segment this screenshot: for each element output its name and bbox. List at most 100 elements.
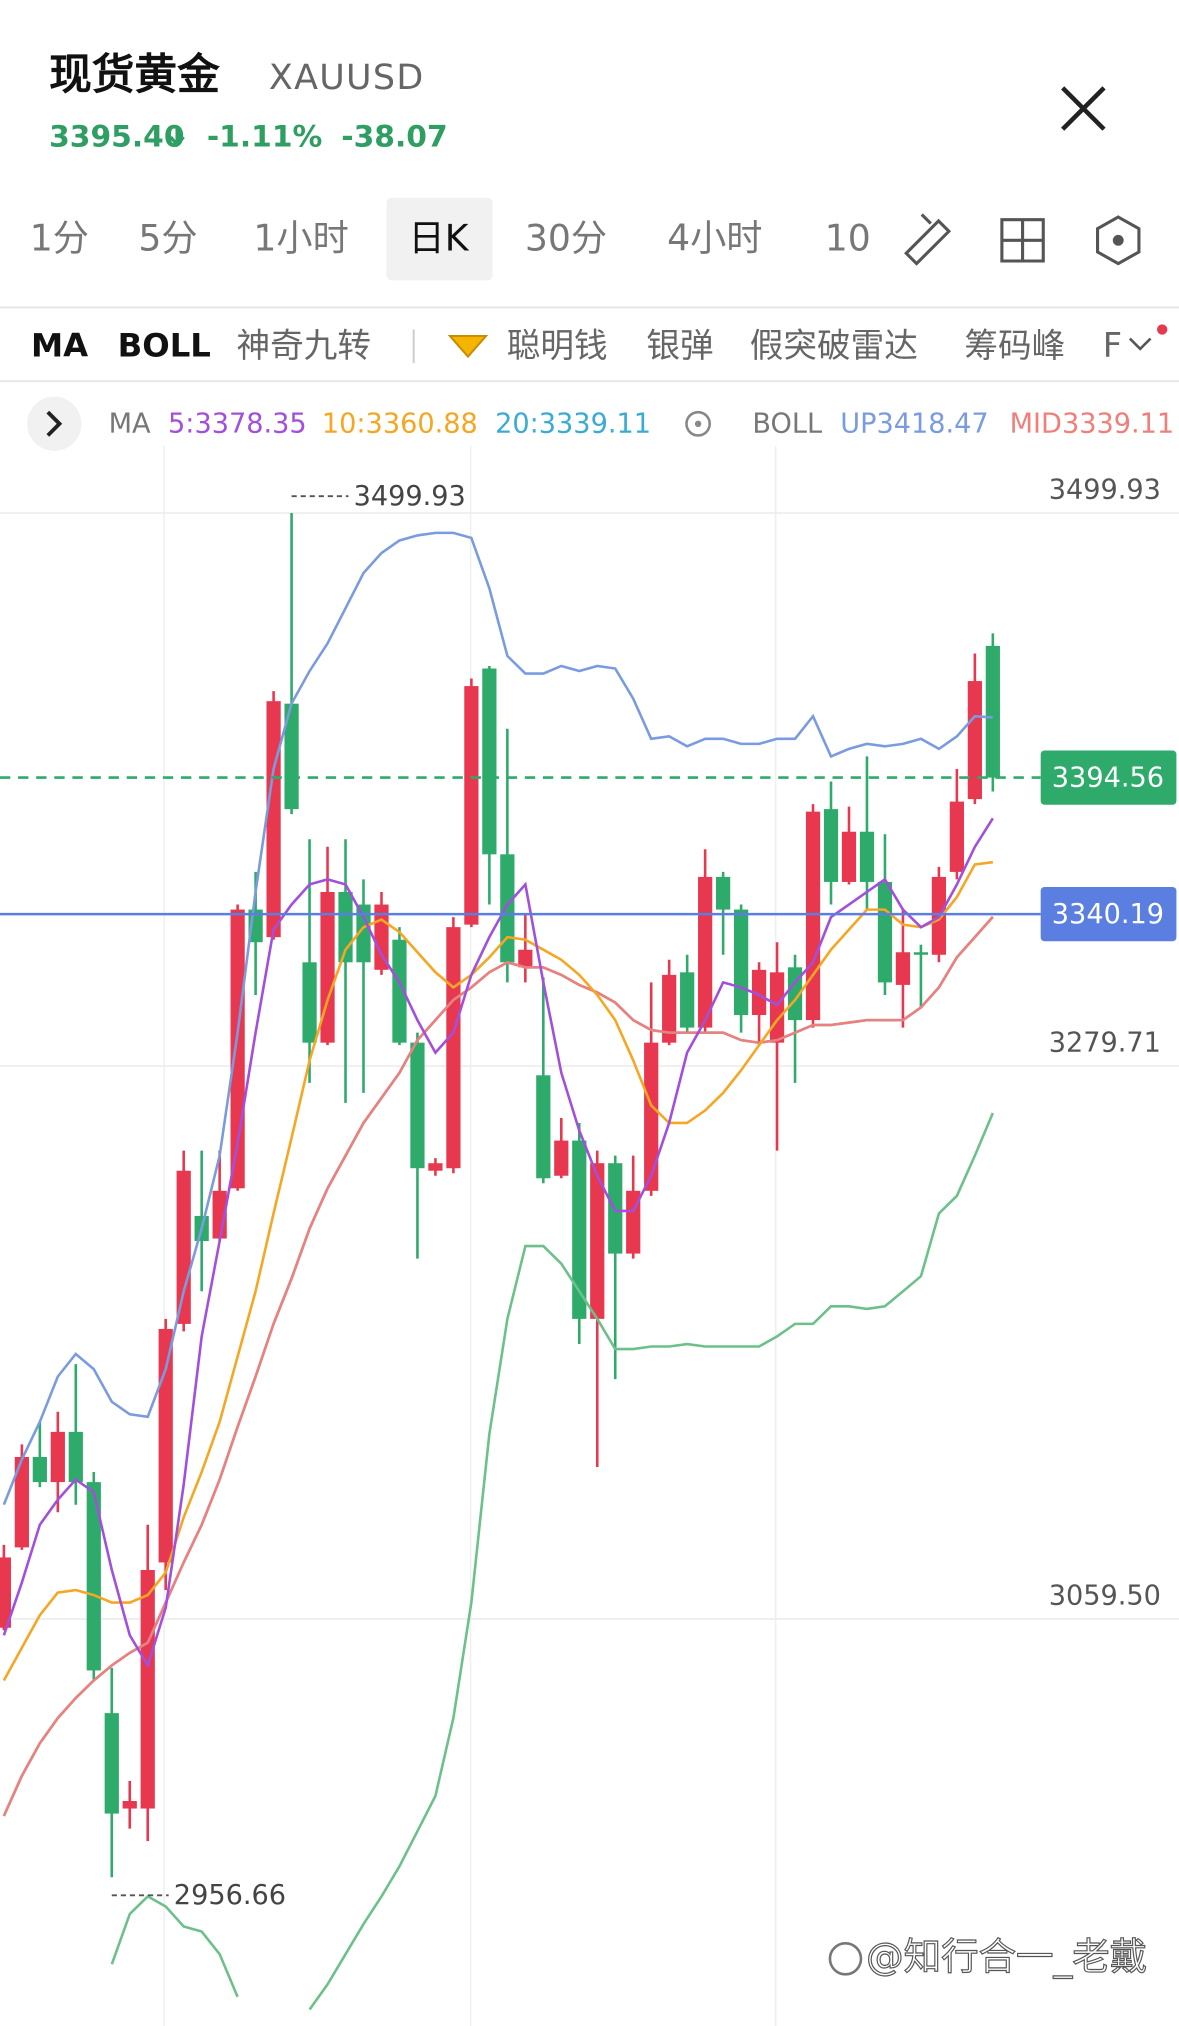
symbol: XAUUSD: [269, 58, 425, 98]
tab-selected-bg: [386, 197, 493, 281]
timeframe-tab[interactable]: 5分: [138, 216, 197, 259]
candle-body: [50, 1431, 65, 1483]
candle-body: [572, 1140, 587, 1319]
candle-body: [985, 645, 1000, 778]
candle-body: [733, 909, 749, 1016]
close-button[interactable]: [1061, 86, 1106, 131]
indicator-tab[interactable]: 筹码峰: [964, 326, 1065, 365]
candle-body: [446, 927, 461, 1169]
low-label: 2956.66: [174, 1880, 286, 1911]
timeframe-tab[interactable]: 1分: [30, 216, 89, 259]
candle-body: [680, 972, 695, 1028]
candle-body: [0, 1557, 11, 1628]
indicator-tab[interactable]: 聪明钱: [507, 326, 608, 365]
candle-body: [698, 876, 713, 1028]
candle-body: [464, 686, 479, 925]
price-bar: 3395.40 -1.11% -38.07: [49, 120, 448, 155]
candle-body: [284, 703, 299, 810]
candle-body: [176, 1170, 191, 1324]
candle-body: [122, 1801, 137, 1809]
timeframe-tab[interactable]: 4小时: [667, 216, 762, 259]
candle-body: [751, 969, 767, 1016]
indicator-tab[interactable]: 银弹: [646, 326, 713, 365]
candle-body: [518, 949, 533, 968]
indicator-tab[interactable]: 神奇九转: [237, 326, 371, 365]
change: -38.07: [341, 120, 447, 155]
down-arrow: [169, 126, 185, 148]
candle-body: [913, 952, 929, 955]
boll-settings-dot: [694, 420, 702, 428]
candle-body: [895, 952, 911, 985]
change-percent: -1.11%: [207, 120, 322, 155]
watermark-logo: [828, 1942, 863, 1976]
high-label: 3499.93: [354, 481, 466, 512]
candle-body: [482, 668, 497, 855]
expand-button[interactable]: [27, 396, 82, 451]
indicator-tab[interactable]: 假突破雷达: [750, 326, 918, 365]
timeframe-tab[interactable]: 10: [825, 216, 871, 259]
boll-settings-icon[interactable]: [685, 410, 712, 437]
price-tag: [1040, 750, 1177, 805]
legend-entry: 10:3360.88: [322, 409, 478, 440]
candle-body: [805, 811, 821, 1021]
candle-body: [841, 831, 857, 882]
title: 现货黄金: [49, 50, 220, 100]
candle-body: [859, 831, 875, 882]
settings-dot: [1112, 234, 1124, 246]
indicator-line: [2, 860, 993, 1682]
indicator-line: [110, 1112, 995, 2011]
indicator-line: [2, 817, 994, 1669]
price-tag-label: 3340.19: [1052, 899, 1164, 930]
candle-body: [428, 1163, 443, 1171]
candle-body: [662, 974, 677, 1043]
draw-tool-icon[interactable]: [904, 213, 952, 266]
toolbar-icons: [904, 213, 1141, 266]
layout-icon[interactable]: [1000, 218, 1045, 263]
price-tag: [1040, 886, 1177, 942]
price: 3395.40: [49, 120, 184, 155]
legend-label: MA: [109, 409, 151, 440]
legend-entry: 5:3378.35: [168, 409, 307, 440]
candle-body: [32, 1456, 47, 1483]
candle-body: [823, 809, 839, 882]
legend-label: BOLL: [752, 409, 822, 440]
candle-body: [536, 1075, 551, 1179]
price-tag-label: 3394.56: [1052, 762, 1164, 793]
timeframe-tab[interactable]: 日K: [409, 216, 470, 259]
diamond-icon: [447, 334, 489, 359]
y-tick-label: 3499.93: [1049, 475, 1161, 506]
candle-body: [410, 1042, 425, 1169]
candle-body: [104, 1713, 119, 1814]
candle-body: [554, 1140, 569, 1176]
y-tick-label: 3279.71: [1049, 1028, 1161, 1059]
timeframe-tab[interactable]: 30分: [525, 216, 607, 259]
candle-body: [68, 1431, 83, 1483]
chart-overlay: 3499.93 3279.71 3059.50 3340.19 3394.56 3499.…: [111, 475, 1177, 1911]
indicator-line: [2, 531, 993, 1506]
candle-body: [266, 701, 281, 938]
candle-body: [320, 891, 335, 1043]
candle-body: [877, 881, 893, 983]
watermark: @知行合一_老戴: [866, 1934, 1147, 1978]
candle-body: [140, 1569, 155, 1809]
timeframe-tab[interactable]: 1小时: [253, 216, 348, 259]
chart: [0, 445, 1179, 2026]
indicator-tab[interactable]: BOLL: [118, 327, 211, 365]
legend-entry: MID3339.11: [1010, 409, 1175, 440]
candle-body: [644, 1042, 659, 1191]
expand-arrow: [46, 410, 63, 437]
more-chevron[interactable]: [1128, 337, 1152, 351]
candle-body: [14, 1456, 29, 1548]
indicator-tab[interactable]: F: [1103, 326, 1122, 365]
candle-body: [769, 972, 785, 1043]
candle-body: [500, 854, 515, 963]
legend-entry: 20:3339.11: [495, 409, 651, 440]
settings-icon[interactable]: [1096, 215, 1141, 266]
candle-body: [356, 904, 371, 963]
badge-dot: [1157, 324, 1168, 335]
indicator-tab[interactable]: MA: [31, 327, 88, 365]
candle-body: [392, 939, 407, 1043]
legend-entry: UP3418.47: [840, 409, 988, 440]
